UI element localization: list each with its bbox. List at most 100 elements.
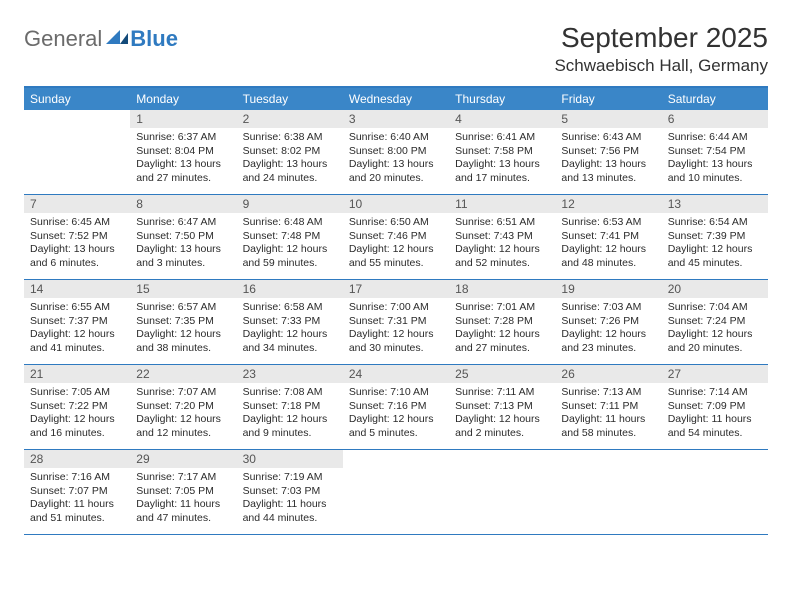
day-body: Sunrise: 7:05 AMSunset: 7:22 PMDaylight:… — [24, 383, 130, 445]
sunset-text: Sunset: 8:02 PM — [243, 145, 337, 159]
daylight-text: Daylight: 12 hours and 9 minutes. — [243, 413, 337, 440]
sunset-text: Sunset: 7:24 PM — [668, 315, 762, 329]
day-cell: 9Sunrise: 6:48 AMSunset: 7:48 PMDaylight… — [237, 195, 343, 279]
daylight-text: Daylight: 12 hours and 34 minutes. — [243, 328, 337, 355]
day-number: 28 — [24, 450, 130, 468]
day-header-monday: Monday — [130, 88, 236, 110]
sunset-text: Sunset: 7:16 PM — [349, 400, 443, 414]
day-number — [24, 110, 130, 114]
sunrise-text: Sunrise: 7:08 AM — [243, 386, 337, 400]
title-block: September 2025 Schwaebisch Hall, Germany — [554, 22, 768, 76]
daylight-text: Daylight: 13 hours and 24 minutes. — [243, 158, 337, 185]
day-cell: 10Sunrise: 6:50 AMSunset: 7:46 PMDayligh… — [343, 195, 449, 279]
daylight-text: Daylight: 12 hours and 23 minutes. — [561, 328, 655, 355]
sunrise-text: Sunrise: 6:37 AM — [136, 131, 230, 145]
day-cell: 13Sunrise: 6:54 AMSunset: 7:39 PMDayligh… — [662, 195, 768, 279]
day-body: Sunrise: 7:14 AMSunset: 7:09 PMDaylight:… — [662, 383, 768, 445]
sunrise-text: Sunrise: 6:58 AM — [243, 301, 337, 315]
week-row: 28Sunrise: 7:16 AMSunset: 7:07 PMDayligh… — [24, 450, 768, 535]
daylight-text: Daylight: 11 hours and 51 minutes. — [30, 498, 124, 525]
sunset-text: Sunset: 7:09 PM — [668, 400, 762, 414]
day-cell — [449, 450, 555, 534]
sunset-text: Sunset: 7:05 PM — [136, 485, 230, 499]
day-number: 8 — [130, 195, 236, 213]
daylight-text: Daylight: 12 hours and 59 minutes. — [243, 243, 337, 270]
logo-text-general: General — [24, 26, 102, 52]
day-number: 16 — [237, 280, 343, 298]
day-body: Sunrise: 6:43 AMSunset: 7:56 PMDaylight:… — [555, 128, 661, 190]
sunset-text: Sunset: 7:35 PM — [136, 315, 230, 329]
sunrise-text: Sunrise: 7:13 AM — [561, 386, 655, 400]
day-header-saturday: Saturday — [662, 88, 768, 110]
day-cell: 30Sunrise: 7:19 AMSunset: 7:03 PMDayligh… — [237, 450, 343, 534]
day-number: 18 — [449, 280, 555, 298]
daylight-text: Daylight: 12 hours and 30 minutes. — [349, 328, 443, 355]
day-body: Sunrise: 6:48 AMSunset: 7:48 PMDaylight:… — [237, 213, 343, 275]
day-number: 21 — [24, 365, 130, 383]
day-cell: 19Sunrise: 7:03 AMSunset: 7:26 PMDayligh… — [555, 280, 661, 364]
day-number: 30 — [237, 450, 343, 468]
daylight-text: Daylight: 13 hours and 10 minutes. — [668, 158, 762, 185]
day-number — [449, 450, 555, 454]
sunrise-text: Sunrise: 6:50 AM — [349, 216, 443, 230]
sunset-text: Sunset: 8:00 PM — [349, 145, 443, 159]
sunrise-text: Sunrise: 6:54 AM — [668, 216, 762, 230]
daylight-text: Daylight: 12 hours and 52 minutes. — [455, 243, 549, 270]
day-number: 1 — [130, 110, 236, 128]
sunset-text: Sunset: 7:31 PM — [349, 315, 443, 329]
week-row: 7Sunrise: 6:45 AMSunset: 7:52 PMDaylight… — [24, 195, 768, 280]
daylight-text: Daylight: 12 hours and 48 minutes. — [561, 243, 655, 270]
sunrise-text: Sunrise: 6:40 AM — [349, 131, 443, 145]
daylight-text: Daylight: 11 hours and 54 minutes. — [668, 413, 762, 440]
sunset-text: Sunset: 7:58 PM — [455, 145, 549, 159]
week-row: 21Sunrise: 7:05 AMSunset: 7:22 PMDayligh… — [24, 365, 768, 450]
day-body: Sunrise: 6:38 AMSunset: 8:02 PMDaylight:… — [237, 128, 343, 190]
sunrise-text: Sunrise: 7:10 AM — [349, 386, 443, 400]
daylight-text: Daylight: 11 hours and 58 minutes. — [561, 413, 655, 440]
day-body: Sunrise: 6:50 AMSunset: 7:46 PMDaylight:… — [343, 213, 449, 275]
daylight-text: Daylight: 12 hours and 16 minutes. — [30, 413, 124, 440]
day-body: Sunrise: 7:08 AMSunset: 7:18 PMDaylight:… — [237, 383, 343, 445]
day-number: 23 — [237, 365, 343, 383]
sunset-text: Sunset: 7:11 PM — [561, 400, 655, 414]
day-header-sunday: Sunday — [24, 88, 130, 110]
week-row: 14Sunrise: 6:55 AMSunset: 7:37 PMDayligh… — [24, 280, 768, 365]
day-body: Sunrise: 6:37 AMSunset: 8:04 PMDaylight:… — [130, 128, 236, 190]
sunrise-text: Sunrise: 6:51 AM — [455, 216, 549, 230]
sunrise-text: Sunrise: 6:45 AM — [30, 216, 124, 230]
day-number: 22 — [130, 365, 236, 383]
daylight-text: Daylight: 12 hours and 12 minutes. — [136, 413, 230, 440]
daylight-text: Daylight: 12 hours and 2 minutes. — [455, 413, 549, 440]
day-cell: 26Sunrise: 7:13 AMSunset: 7:11 PMDayligh… — [555, 365, 661, 449]
sunrise-text: Sunrise: 6:44 AM — [668, 131, 762, 145]
logo-icon — [104, 30, 128, 49]
day-cell: 24Sunrise: 7:10 AMSunset: 7:16 PMDayligh… — [343, 365, 449, 449]
day-number: 20 — [662, 280, 768, 298]
day-body: Sunrise: 7:11 AMSunset: 7:13 PMDaylight:… — [449, 383, 555, 445]
sunrise-text: Sunrise: 7:14 AM — [668, 386, 762, 400]
sunset-text: Sunset: 7:52 PM — [30, 230, 124, 244]
day-cell: 12Sunrise: 6:53 AMSunset: 7:41 PMDayligh… — [555, 195, 661, 279]
week-row: 1Sunrise: 6:37 AMSunset: 8:04 PMDaylight… — [24, 110, 768, 195]
calendar-page: General Blue September 2025 Schwaebisch … — [0, 0, 792, 535]
day-number: 4 — [449, 110, 555, 128]
day-cell: 6Sunrise: 6:44 AMSunset: 7:54 PMDaylight… — [662, 110, 768, 194]
daylight-text: Daylight: 13 hours and 3 minutes. — [136, 243, 230, 270]
sunset-text: Sunset: 7:33 PM — [243, 315, 337, 329]
sunset-text: Sunset: 7:07 PM — [30, 485, 124, 499]
day-number: 25 — [449, 365, 555, 383]
page-header: General Blue September 2025 Schwaebisch … — [24, 22, 768, 76]
day-body: Sunrise: 6:54 AMSunset: 7:39 PMDaylight:… — [662, 213, 768, 275]
day-cell: 5Sunrise: 6:43 AMSunset: 7:56 PMDaylight… — [555, 110, 661, 194]
day-body: Sunrise: 6:45 AMSunset: 7:52 PMDaylight:… — [24, 213, 130, 275]
day-number — [662, 450, 768, 454]
daylight-text: Daylight: 13 hours and 20 minutes. — [349, 158, 443, 185]
day-number: 27 — [662, 365, 768, 383]
month-title: September 2025 — [554, 22, 768, 54]
sunrise-text: Sunrise: 6:53 AM — [561, 216, 655, 230]
day-number: 11 — [449, 195, 555, 213]
sunset-text: Sunset: 7:56 PM — [561, 145, 655, 159]
day-body: Sunrise: 7:13 AMSunset: 7:11 PMDaylight:… — [555, 383, 661, 445]
day-header-friday: Friday — [555, 88, 661, 110]
sunrise-text: Sunrise: 6:43 AM — [561, 131, 655, 145]
